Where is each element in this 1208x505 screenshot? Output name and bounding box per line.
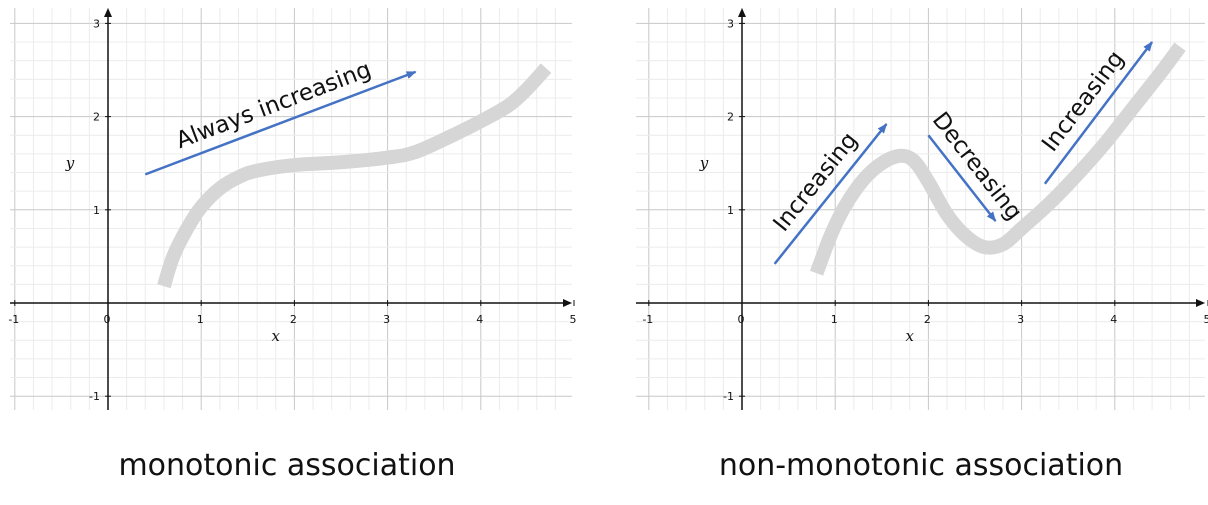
y-tick-label: 2	[93, 111, 100, 124]
y-tick-label: -1	[89, 390, 100, 403]
x-axis-label: x	[906, 327, 915, 345]
annotation-label: Increasing	[768, 128, 862, 237]
y-tick-label: -1	[723, 390, 734, 403]
annotation-label: Always increasing	[173, 57, 375, 154]
y-tick-label: 1	[93, 204, 100, 217]
annotation-arrow	[144, 70, 417, 176]
x-axis-arrowhead	[1196, 299, 1205, 307]
curve	[157, 63, 552, 289]
x-tick-label: 3	[1017, 313, 1024, 326]
x-tick-label: 5	[1204, 313, 1208, 326]
annotation-arrow	[773, 123, 888, 265]
x-tick-label: 2	[290, 313, 297, 326]
x-tick-label: 0	[738, 313, 745, 326]
x-tick-label: 1	[197, 313, 204, 326]
x-tick-label: 2	[924, 313, 931, 326]
x-tick-label: -1	[642, 313, 653, 326]
caption-monotonic: monotonic association	[118, 448, 455, 483]
x-axis-arrowhead	[563, 299, 572, 307]
caption-non-monotonic: non-monotonic association	[719, 448, 1123, 483]
monotonic-chart: -1 0 1 2 3 4 5 -1 1 2 3 x y Always increasing	[8, 8, 577, 410]
y-tick-label: 2	[727, 111, 734, 124]
annotation-arrow	[927, 134, 997, 222]
y-tick-label: 3	[727, 17, 734, 30]
y-tick-label: 1	[727, 204, 734, 217]
y-axis-arrowhead	[738, 8, 746, 17]
y-axis-label: y	[65, 154, 75, 172]
x-tick-label: 5	[570, 313, 577, 326]
y-axis-arrowhead	[104, 8, 112, 17]
x-tick-label: -1	[8, 313, 19, 326]
x-tick-label: 4	[1110, 313, 1117, 326]
y-tick-label: 3	[93, 17, 100, 30]
annotation-arrow	[1043, 41, 1154, 185]
x-tick-label: 3	[383, 313, 390, 326]
x-tick-label: 4	[476, 313, 483, 326]
y-axis-label: y	[699, 154, 709, 172]
x-tick-label: 1	[831, 313, 838, 326]
x-axis-label: x	[272, 327, 281, 345]
x-tick-label: 0	[104, 313, 111, 326]
curve	[809, 42, 1186, 276]
